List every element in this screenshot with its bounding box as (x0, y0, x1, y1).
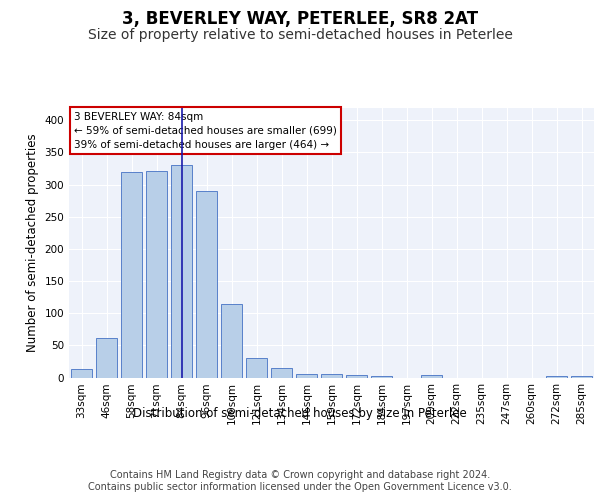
Bar (246, 358, 267, 378)
Text: 3 BEVERLEY WAY: 84sqm
← 59% of semi-detached houses are smaller (699)
39% of sem: 3 BEVERLEY WAY: 84sqm ← 59% of semi-deta… (74, 112, 337, 150)
Bar (571, 376, 592, 378)
Text: Size of property relative to semi-detached houses in Peterlee: Size of property relative to semi-detach… (88, 28, 512, 42)
Bar (171, 166, 192, 378)
Y-axis label: Number of semi-detached properties: Number of semi-detached properties (26, 133, 39, 352)
Bar (371, 376, 392, 378)
Bar (321, 374, 342, 378)
Bar (196, 191, 217, 378)
Bar (146, 171, 167, 378)
Bar (546, 376, 567, 378)
Text: Distribution of semi-detached houses by size in Peterlee: Distribution of semi-detached houses by … (133, 408, 467, 420)
Text: Contains HM Land Registry data © Crown copyright and database right 2024.: Contains HM Land Registry data © Crown c… (110, 470, 490, 480)
Bar (96, 338, 117, 378)
Text: 3, BEVERLEY WAY, PETERLEE, SR8 2AT: 3, BEVERLEY WAY, PETERLEE, SR8 2AT (122, 10, 478, 28)
Bar (296, 374, 317, 378)
Bar (271, 368, 292, 378)
Text: Contains public sector information licensed under the Open Government Licence v3: Contains public sector information licen… (88, 482, 512, 492)
Bar (71, 368, 92, 378)
Bar (421, 375, 442, 378)
Bar (221, 304, 242, 378)
Bar (346, 375, 367, 378)
Bar (121, 172, 142, 378)
